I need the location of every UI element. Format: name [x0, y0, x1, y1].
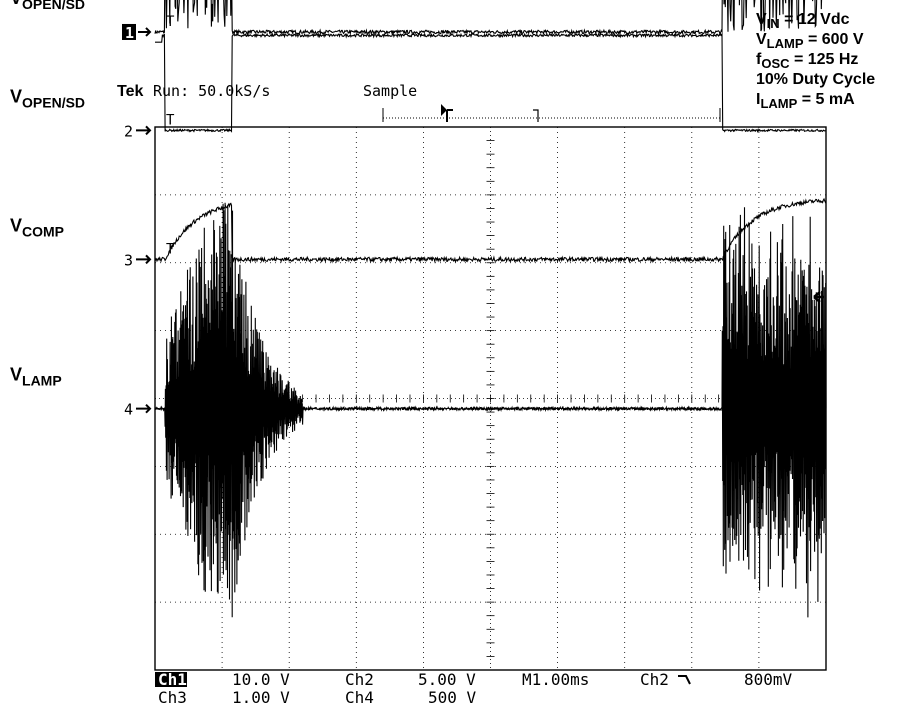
marker-arrow-icon	[136, 125, 152, 136]
trace-ch2	[155, 32, 827, 133]
readout-ch4: Ch4	[345, 688, 374, 707]
channel-labels: VOPEN/SD VOPEN/SD VCOMP VLAMP	[10, 0, 85, 389]
trace-ch1	[154, 0, 823, 36]
readout-timebase: M1.00ms	[522, 670, 589, 689]
trigger-position-icon	[441, 104, 447, 116]
trigger-glyph-icon: T	[166, 391, 175, 407]
condition-line: fOSC = 125 Hz	[756, 51, 858, 71]
readout-ch1: Ch1	[158, 670, 187, 689]
trigger-glyph-icon: T	[166, 112, 175, 128]
readout-ch2: Ch2	[345, 670, 374, 689]
graticule-grid	[154, 126, 827, 671]
trigger-glyph-icon: T	[166, 14, 175, 30]
channel-label-3: VCOMP	[10, 215, 64, 239]
falling-edge-icon	[678, 675, 691, 685]
ch1-highlight	[155, 672, 187, 687]
readout-trigger-level: 800mV	[744, 670, 793, 689]
record-position-bar	[382, 104, 721, 122]
condition-line: 10% Duty Cycle	[756, 71, 875, 88]
readout-ch1-scale: 10.0 V	[232, 670, 290, 689]
readout-ch4-scale: 500 V	[428, 688, 477, 707]
channel-label-4: VLAMP	[10, 365, 62, 389]
marker-ch1-box	[122, 23, 136, 40]
readout-ch3: Ch3	[158, 688, 187, 707]
acquisition-mode: Sample	[363, 82, 417, 100]
marker-arrow-icon	[136, 254, 152, 265]
marker-ch1: 1	[125, 24, 134, 42]
readout-ch3-scale: 1.00 V	[232, 688, 290, 707]
trace-ch4	[154, 202, 827, 618]
marker-arrow-icon	[138, 27, 152, 37]
marker-ch4: 4	[124, 401, 133, 419]
readout-ch2-scale: 5.00 V	[418, 670, 476, 689]
marker-ch3: 3	[124, 251, 133, 269]
ground-markers: 1 T 2 T 3 T 4 T	[122, 14, 175, 419]
trace-ch3	[154, 197, 827, 264]
marker-arrow-icon	[136, 403, 152, 414]
condition-line: VLAMP = 600 V	[756, 31, 864, 51]
acquisition-status: Run: 50.0kS/s	[153, 82, 270, 100]
marker-ch2: 2	[124, 122, 133, 140]
channel-label-1: VOPEN/SD	[10, 0, 85, 12]
readout-trigger-source: Ch2	[640, 670, 669, 689]
trigger-level-icon	[813, 291, 824, 303]
channel-label-2: VOPEN/SD	[10, 86, 85, 110]
waveform-traces	[154, 0, 827, 618]
scale-readout: Ch1 10.0 V Ch2 5.00 V M1.00ms Ch2 800mV …	[155, 670, 793, 707]
condition-line: ILAMP = 5 mA	[756, 91, 855, 111]
trigger-glyph-icon: T	[166, 241, 175, 257]
brand-label: Tek	[117, 83, 143, 100]
